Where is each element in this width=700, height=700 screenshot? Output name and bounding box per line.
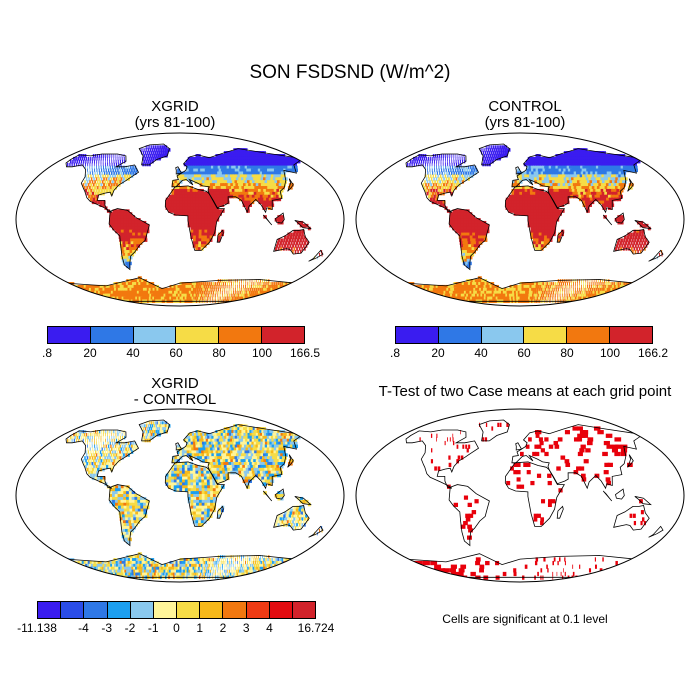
colorbar-swatch — [61, 602, 85, 618]
colorbar-tick-label: -3 — [101, 621, 113, 635]
colorbar-diff — [37, 601, 316, 619]
colorbar-tick-label: 80 — [560, 346, 574, 360]
significance-note: Cells are significant at 0.1 level — [442, 612, 608, 626]
colorbar-tick-label: 60 — [169, 346, 183, 360]
colorbar-swatch — [438, 327, 482, 343]
colorbar-xgrid-labels: .8 20 40 60 80 100 166.5 — [42, 346, 320, 362]
map-ttest — [355, 408, 685, 583]
colorbar-swatch — [200, 602, 224, 618]
colorbar-tick-label: .8 — [389, 346, 401, 360]
colorbar-swatch — [133, 327, 177, 343]
colorbar-swatch — [481, 327, 525, 343]
main-title: SON FSDSND (W/m^2) — [249, 62, 451, 83]
colorbar-tick-label: 0 — [173, 621, 180, 635]
colorbar-swatch — [262, 327, 304, 343]
colorbar-swatch — [153, 602, 178, 618]
colorbar-control-labels: .8 20 40 60 80 100 166.2 — [390, 346, 668, 362]
colorbar-swatch — [246, 602, 270, 618]
colorbar-tick-label: 80 — [212, 346, 226, 360]
panel-title-ttest: T-Test of two Case means at each grid po… — [378, 383, 672, 400]
colorbar-xgrid — [47, 326, 305, 344]
colorbar-swatch — [292, 602, 316, 618]
colorbar-tick-label: 100 — [251, 346, 273, 360]
colorbar-tick-label: -2 — [124, 621, 136, 635]
colorbar-swatch — [38, 602, 62, 618]
colorbar-swatch — [177, 602, 201, 618]
colorbar-swatch — [130, 602, 154, 618]
colorbar-swatch — [84, 602, 108, 618]
colorbar-tick-label: 40 — [126, 346, 140, 360]
colorbar-swatch — [223, 602, 247, 618]
colorbar-tick-label: 2 — [219, 621, 227, 635]
colorbar-tick-label: -1 — [147, 621, 159, 635]
colorbar-swatch — [176, 327, 220, 343]
colorbar-diff-labels: -11.138 -4 -3 -2 -1 0 1 2 3 4 16.724 — [17, 621, 334, 637]
map-xgrid — [15, 132, 345, 307]
panel-title-control: CONTROL (yrs 81-100) — [484, 98, 566, 131]
colorbar-tick-label: .8 — [41, 346, 53, 360]
colorbar-tick-label: 20 — [431, 346, 445, 360]
colorbar-swatch — [107, 602, 131, 618]
colorbar-tick-label: 16.724 — [297, 621, 335, 635]
colorbar-swatch — [567, 327, 611, 343]
colorbar-swatch — [610, 327, 652, 343]
colorbar-tick-label: 4 — [266, 621, 273, 635]
map-control — [355, 132, 685, 307]
colorbar-swatch — [396, 327, 439, 343]
colorbar-tick-label: 166.2 — [637, 346, 669, 360]
panel-title-diff: XGRID - CONTROL — [133, 375, 217, 408]
colorbar-tick-label: 40 — [474, 346, 488, 360]
colorbar-tick-label: 60 — [517, 346, 531, 360]
colorbar-tick-label: -4 — [78, 621, 89, 635]
colorbar-tick-label: 20 — [83, 346, 97, 360]
colorbar-swatch — [269, 602, 293, 618]
colorbar-swatch — [48, 327, 91, 343]
colorbar-tick-label: 166.5 — [289, 346, 321, 360]
colorbar-swatch — [90, 327, 134, 343]
colorbar-tick-label: 3 — [242, 621, 250, 635]
colorbar-tick-label: 100 — [599, 346, 621, 360]
colorbar-swatch — [524, 327, 568, 343]
colorbar-swatch — [219, 327, 263, 343]
colorbar-tick-label: 1 — [196, 621, 204, 635]
panel-title-xgrid: XGRID (yrs 81-100) — [134, 98, 216, 131]
colorbar-tick-label: -11.138 — [17, 621, 57, 635]
map-diff — [15, 408, 345, 583]
colorbar-control — [395, 326, 653, 344]
